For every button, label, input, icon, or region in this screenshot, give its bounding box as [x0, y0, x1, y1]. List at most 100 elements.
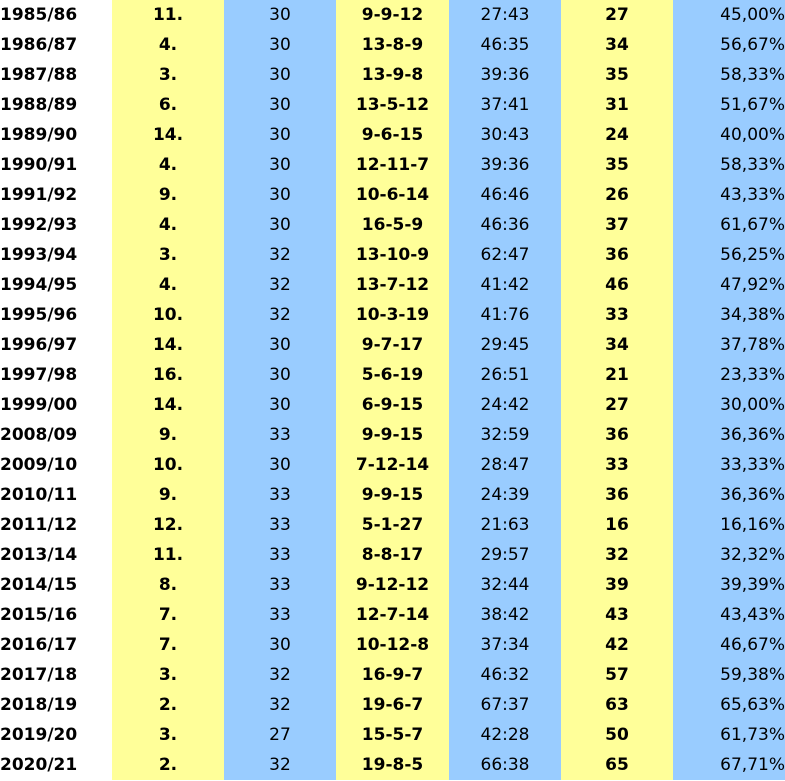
win-draw-loss-cell: 5-1-27 — [336, 510, 449, 540]
rank-cell: 2. — [112, 750, 224, 780]
points-cell: 34 — [561, 330, 673, 360]
goals-cell: 24:39 — [449, 480, 561, 510]
points-percentage-cell: 58,33% — [673, 150, 785, 180]
games-played-cell: 32 — [224, 270, 336, 300]
season-cell: 2009/10 — [0, 450, 112, 480]
table-row: 1996/97 14. 30 9-7-17 29:45 34 37,78% — [0, 330, 785, 360]
points-percentage-cell: 16,16% — [673, 510, 785, 540]
points-percentage-cell: 39,39% — [673, 570, 785, 600]
points-percentage-cell: 23,33% — [673, 360, 785, 390]
season-cell: 2019/20 — [0, 720, 112, 750]
season-cell: 2018/19 — [0, 690, 112, 720]
table-row: 2016/17 7. 30 10-12-8 37:34 42 46,67% — [0, 630, 785, 660]
games-played-cell: 30 — [224, 90, 336, 120]
rank-cell: 8. — [112, 570, 224, 600]
table-row: 2010/11 9. 33 9-9-15 24:39 36 36,36% — [0, 480, 785, 510]
table-row: 1988/89 6. 30 13-5-12 37:41 31 51,67% — [0, 90, 785, 120]
goals-cell: 27:43 — [449, 0, 561, 30]
win-draw-loss-cell: 12-7-14 — [336, 600, 449, 630]
table-row: 1989/90 14. 30 9-6-15 30:43 24 40,00% — [0, 120, 785, 150]
season-cell: 1987/88 — [0, 60, 112, 90]
points-cell: 42 — [561, 630, 673, 660]
goals-cell: 37:34 — [449, 630, 561, 660]
table-row: 1992/93 4. 30 16-5-9 46:36 37 61,67% — [0, 210, 785, 240]
win-draw-loss-cell: 16-5-9 — [336, 210, 449, 240]
season-cell: 2016/17 — [0, 630, 112, 660]
points-percentage-cell: 43,43% — [673, 600, 785, 630]
season-cell: 2013/14 — [0, 540, 112, 570]
table-row: 2015/16 7. 33 12-7-14 38:42 43 43,43% — [0, 600, 785, 630]
table-row: 1987/88 3. 30 13-9-8 39:36 35 58,33% — [0, 60, 785, 90]
points-cell: 36 — [561, 420, 673, 450]
rank-cell: 4. — [112, 150, 224, 180]
season-cell: 1990/91 — [0, 150, 112, 180]
games-played-cell: 30 — [224, 630, 336, 660]
goals-cell: 28:47 — [449, 450, 561, 480]
win-draw-loss-cell: 9-9-15 — [336, 420, 449, 450]
table-row: 1986/87 4. 30 13-8-9 46:35 34 56,67% — [0, 30, 785, 60]
points-percentage-cell: 36,36% — [673, 480, 785, 510]
games-played-cell: 33 — [224, 600, 336, 630]
win-draw-loss-cell: 9-9-12 — [336, 0, 449, 30]
win-draw-loss-cell: 10-3-19 — [336, 300, 449, 330]
games-played-cell: 33 — [224, 480, 336, 510]
points-percentage-cell: 47,92% — [673, 270, 785, 300]
points-cell: 27 — [561, 0, 673, 30]
games-played-cell: 33 — [224, 570, 336, 600]
goals-cell: 32:59 — [449, 420, 561, 450]
win-draw-loss-cell: 19-6-7 — [336, 690, 449, 720]
points-percentage-cell: 61,73% — [673, 720, 785, 750]
win-draw-loss-cell: 6-9-15 — [336, 390, 449, 420]
points-cell: 63 — [561, 690, 673, 720]
goals-cell: 39:36 — [449, 60, 561, 90]
season-cell: 1993/94 — [0, 240, 112, 270]
goals-cell: 41:76 — [449, 300, 561, 330]
games-played-cell: 30 — [224, 210, 336, 240]
win-draw-loss-cell: 10-12-8 — [336, 630, 449, 660]
season-cell: 1989/90 — [0, 120, 112, 150]
games-played-cell: 30 — [224, 360, 336, 390]
win-draw-loss-cell: 9-6-15 — [336, 120, 449, 150]
points-cell: 36 — [561, 480, 673, 510]
points-cell: 37 — [561, 210, 673, 240]
points-percentage-cell: 30,00% — [673, 390, 785, 420]
points-cell: 27 — [561, 390, 673, 420]
goals-cell: 42:28 — [449, 720, 561, 750]
season-cell: 2017/18 — [0, 660, 112, 690]
season-cell: 1995/96 — [0, 300, 112, 330]
games-played-cell: 32 — [224, 750, 336, 780]
points-cell: 39 — [561, 570, 673, 600]
points-percentage-cell: 56,67% — [673, 30, 785, 60]
rank-cell: 9. — [112, 480, 224, 510]
goals-cell: 41:42 — [449, 270, 561, 300]
win-draw-loss-cell: 5-6-19 — [336, 360, 449, 390]
win-draw-loss-cell: 10-6-14 — [336, 180, 449, 210]
games-played-cell: 30 — [224, 0, 336, 30]
points-percentage-cell: 56,25% — [673, 240, 785, 270]
table-row: 1999/00 14. 30 6-9-15 24:42 27 30,00% — [0, 390, 785, 420]
rank-cell: 10. — [112, 450, 224, 480]
games-played-cell: 30 — [224, 120, 336, 150]
table-row: 2017/18 3. 32 16-9-7 46:32 57 59,38% — [0, 660, 785, 690]
rank-cell: 3. — [112, 60, 224, 90]
season-cell: 2010/11 — [0, 480, 112, 510]
rank-cell: 2. — [112, 690, 224, 720]
win-draw-loss-cell: 13-7-12 — [336, 270, 449, 300]
season-cell: 1997/98 — [0, 360, 112, 390]
season-cell: 1996/97 — [0, 330, 112, 360]
goals-cell: 66:38 — [449, 750, 561, 780]
points-cell: 33 — [561, 450, 673, 480]
goals-cell: 46:32 — [449, 660, 561, 690]
games-played-cell: 30 — [224, 390, 336, 420]
goals-cell: 30:43 — [449, 120, 561, 150]
points-cell: 32 — [561, 540, 673, 570]
points-cell: 50 — [561, 720, 673, 750]
points-percentage-cell: 67,71% — [673, 750, 785, 780]
games-played-cell: 32 — [224, 690, 336, 720]
table-row: 2014/15 8. 33 9-12-12 32:44 39 39,39% — [0, 570, 785, 600]
points-cell: 36 — [561, 240, 673, 270]
games-played-cell: 32 — [224, 240, 336, 270]
games-played-cell: 30 — [224, 180, 336, 210]
